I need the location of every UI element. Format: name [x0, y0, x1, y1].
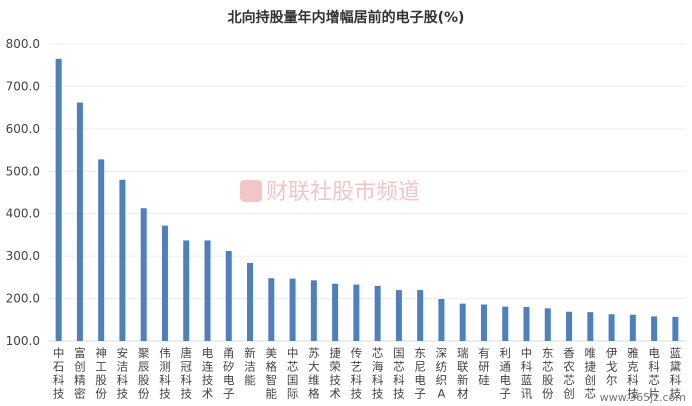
y-tick-label: 700.0	[6, 79, 40, 93]
x-tick-label: 利通电子	[499, 346, 511, 401]
x-tick-label: 香农芯创	[563, 346, 575, 401]
bar	[480, 304, 487, 341]
x-tick-label: 聚辰股份	[138, 346, 150, 401]
bar	[417, 290, 424, 341]
y-tick-label: 400.0	[6, 207, 40, 221]
x-tick-label: 国芯科技	[393, 346, 405, 401]
bar	[76, 102, 83, 342]
x-tick-label: 甬矽电子	[223, 346, 235, 401]
x-tick-label: 东芯股份	[542, 346, 554, 401]
x-tick-label: 伟测科技	[159, 346, 171, 401]
y-tick-label: 100.0	[6, 334, 40, 348]
x-tick-label: 安洁科技	[117, 346, 129, 401]
gridlines	[48, 43, 686, 342]
bar	[374, 285, 381, 341]
bar	[247, 262, 254, 341]
y-tick-label: 800.0	[6, 37, 40, 51]
bar	[119, 179, 126, 341]
x-tick-label: 美格智能	[266, 346, 278, 401]
bar	[629, 314, 636, 341]
x-tick-label: 神工股份	[95, 346, 107, 401]
watermark-logo-icon	[240, 180, 262, 202]
bar	[310, 280, 317, 341]
bar	[289, 278, 296, 341]
bar	[332, 283, 339, 341]
y-tick-label: 600.0	[6, 122, 40, 136]
bar	[438, 298, 445, 341]
x-tick-label: 电科芯片	[648, 346, 660, 401]
bar	[204, 240, 211, 341]
source-note: www.365jz.com	[600, 391, 686, 404]
x-tick-label: 芯海科技	[372, 346, 384, 401]
bar	[459, 303, 466, 341]
x-tick-label: 苏大维格	[308, 346, 320, 401]
bar	[544, 308, 551, 341]
bar	[566, 311, 573, 341]
y-axis: 100.0 200.0 300.0 400.0 500.0 600.0 700.0 800.0	[6, 37, 40, 348]
bar	[395, 290, 402, 341]
x-tick-label: 瑞联新材	[457, 346, 469, 401]
y-tick-label: 300.0	[6, 249, 40, 263]
x-tick-label: 唯捷创芯	[585, 346, 597, 401]
x-axis: 中石科技富创精密神工股份安洁科技聚辰股份伟测科技唐冠科技电连技术甬矽电子新洁能美…	[53, 346, 682, 401]
x-tick-label: 捷荣技术	[329, 346, 341, 401]
bar	[651, 316, 658, 341]
bars	[55, 58, 679, 342]
x-tick-label: 中科蓝讯	[521, 346, 533, 401]
bar	[608, 314, 615, 341]
bar	[225, 251, 232, 341]
bar	[268, 278, 275, 341]
bar	[161, 225, 168, 341]
x-tick-label: 中芯国际	[287, 346, 299, 401]
x-tick-label: 唐冠科技	[180, 346, 192, 401]
bar	[183, 240, 190, 341]
x-tick-label: 富创精密	[74, 346, 86, 401]
x-tick-label: 电连技术	[202, 346, 214, 401]
y-tick-label: 200.0	[6, 292, 40, 306]
bar	[98, 159, 105, 341]
bar	[672, 316, 679, 341]
x-tick-label: 中石科技	[53, 346, 65, 401]
x-tick-label: 雅克科技	[627, 346, 639, 401]
bar	[353, 284, 360, 341]
bar	[587, 312, 594, 341]
bar	[502, 306, 509, 341]
watermark-text: 财联社股市频道	[266, 180, 420, 205]
x-tick-label: 新洁能	[244, 346, 256, 387]
bar	[55, 58, 62, 341]
x-tick-label: 蓝黛科技	[670, 346, 682, 401]
x-tick-label: 深纺织 A	[436, 346, 448, 401]
bar	[140, 208, 147, 341]
y-tick-label: 500.0	[6, 164, 40, 178]
chart-title: 北向持股量年内增幅居前的电子股(%)	[228, 9, 465, 26]
bar	[523, 307, 530, 341]
x-tick-label: 传艺科技	[351, 346, 363, 401]
watermark: 财联社股市频道	[240, 180, 420, 205]
x-tick-label: 有研硅	[478, 346, 490, 387]
x-tick-label: 东尼电子	[414, 346, 426, 401]
x-tick-label: 伊戈尔	[606, 346, 618, 387]
